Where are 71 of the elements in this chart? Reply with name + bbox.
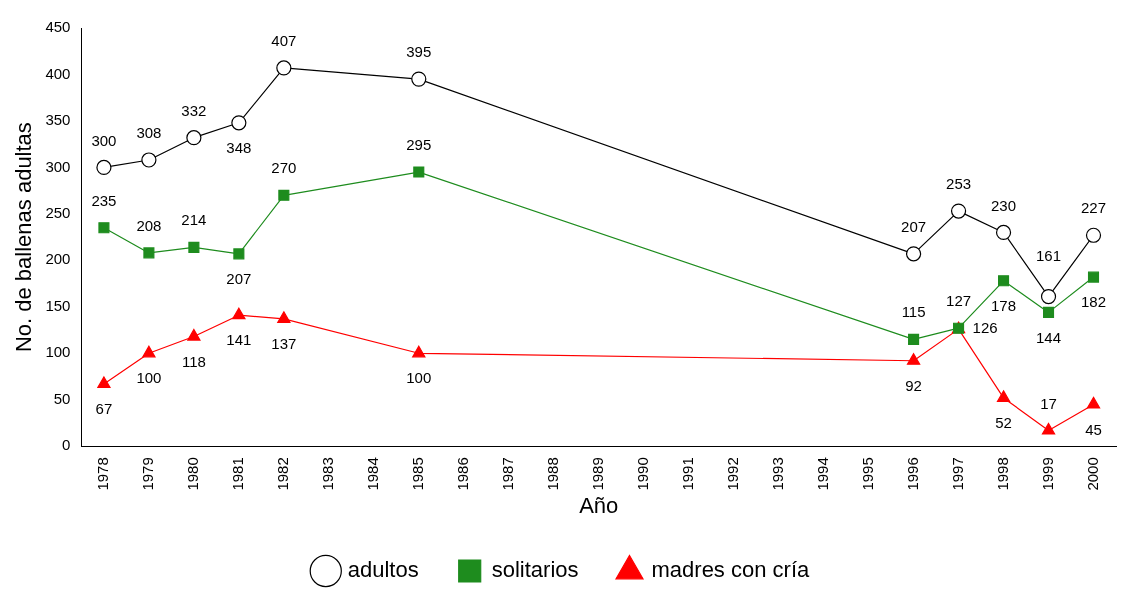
y-tick-label: 150 [45,296,71,314]
data-label: 208 [136,217,162,235]
data-label: 144 [1036,328,1062,346]
y-axis-title: No. de ballenas adultas [11,122,37,353]
x-tick-label: 1985 [408,457,426,491]
data-label: 126 [972,319,998,337]
data-label: 161 [1036,246,1062,264]
x-tick-label: 1980 [184,457,202,491]
y-tick-label: 0 [62,436,71,454]
x-tick-label: 1990 [633,457,651,491]
data-label: 308 [136,124,162,142]
legend-label: solitarios [491,557,579,583]
x-tick-label: 1992 [723,457,741,491]
data-label: 127 [946,292,972,310]
data-label: 100 [136,369,162,387]
y-tick-label: 450 [45,18,71,36]
data-label: 207 [901,217,927,235]
data-label: 253 [946,175,972,193]
data-label: 214 [181,211,207,229]
data-label: 178 [991,296,1017,314]
x-tick-label: 1996 [903,457,921,491]
x-tick-label: 1989 [588,457,606,491]
x-tick-label: 1999 [1038,457,1056,491]
data-label: 92 [905,376,922,394]
legend-label: adultos [347,557,419,583]
data-label: 45 [1085,420,1102,438]
data-label: 182 [1080,293,1107,311]
x-tick-label: 1993 [768,457,786,491]
y-tick-label: 300 [45,157,71,175]
y-tick-label: 250 [45,204,71,222]
data-label: 52 [995,414,1012,432]
x-tick-label: 1983 [318,457,336,491]
data-label: 115 [901,303,926,321]
data-label: 227 [1080,199,1107,217]
y-tick-label: 350 [45,111,71,129]
x-tick-label: 1997 [948,457,966,491]
data-label: 348 [226,138,252,156]
data-label: 137 [271,335,297,353]
x-tick-label: 1982 [273,457,291,491]
data-label: 332 [181,101,207,119]
x-tick-label: 1981 [229,457,246,491]
data-label: 67 [95,400,113,418]
legend-label: madres con cría [651,557,810,583]
y-tick-label: 100 [45,343,71,361]
data-label: 300 [91,131,117,149]
data-label: 230 [991,196,1017,214]
data-label: 407 [271,32,297,50]
x-tick-label: 1986 [453,457,471,491]
data-label: 141 [226,331,252,349]
data-label: 17 [1040,394,1057,412]
y-tick-label: 50 [53,389,71,407]
x-tick-label: 1998 [993,457,1011,491]
x-tick-label: 1995 [858,457,876,491]
x-axis-title: Año [579,492,619,518]
data-label: 235 [91,191,117,209]
x-tick-label: 1994 [813,457,831,491]
data-label: 295 [406,136,432,154]
x-tick-label: 1978 [94,457,112,491]
y-tick-label: 200 [45,250,71,268]
x-tick-label: 1979 [139,457,157,491]
x-tick-label: 1987 [498,457,516,491]
data-label: 270 [271,159,297,177]
x-tick-label: 2000 [1083,457,1101,491]
data-label: 207 [226,269,252,287]
x-tick-label: 1991 [678,457,696,491]
x-tick-label: 1988 [543,457,561,491]
data-label: 395 [406,43,432,61]
y-tick-label: 400 [45,64,71,82]
data-label: 118 [181,352,206,370]
data-label: 100 [406,369,432,387]
x-tick-label: 1984 [363,457,381,491]
